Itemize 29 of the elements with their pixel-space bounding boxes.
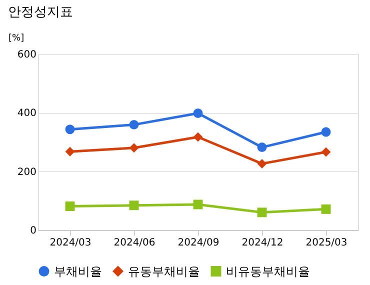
x-tick-label: 2024/03 — [50, 238, 92, 248]
point — [257, 208, 267, 218]
point — [129, 200, 139, 210]
legend-label: 유동부채비율 — [128, 264, 200, 278]
y-axis-title: [%] — [8, 34, 24, 44]
point — [129, 143, 139, 153]
x-tick-label: 2024/09 — [178, 238, 220, 248]
point — [129, 120, 139, 130]
point — [193, 132, 203, 142]
y-tick-label: 400 — [17, 108, 36, 120]
chart-title: 안정성지표 — [8, 5, 73, 20]
point — [193, 108, 203, 118]
y-tick-label: 0 — [30, 226, 36, 236]
point — [65, 146, 75, 156]
legend-label: 부채비율 — [54, 264, 102, 278]
point — [321, 204, 331, 214]
point — [65, 201, 75, 211]
legend-label: 비유동부채비율 — [226, 264, 310, 278]
point — [257, 142, 267, 152]
y-tick-label: 200 — [17, 166, 36, 178]
x-tick-label: 2025/03 — [306, 238, 348, 248]
point — [65, 124, 75, 134]
y-tick-label: 600 — [17, 50, 36, 60]
point — [321, 147, 331, 157]
x-tick-label: 2024/12 — [242, 238, 284, 248]
point — [257, 158, 267, 168]
point — [193, 200, 203, 210]
x-tick-label: 2024/06 — [114, 238, 156, 248]
point — [321, 127, 331, 137]
